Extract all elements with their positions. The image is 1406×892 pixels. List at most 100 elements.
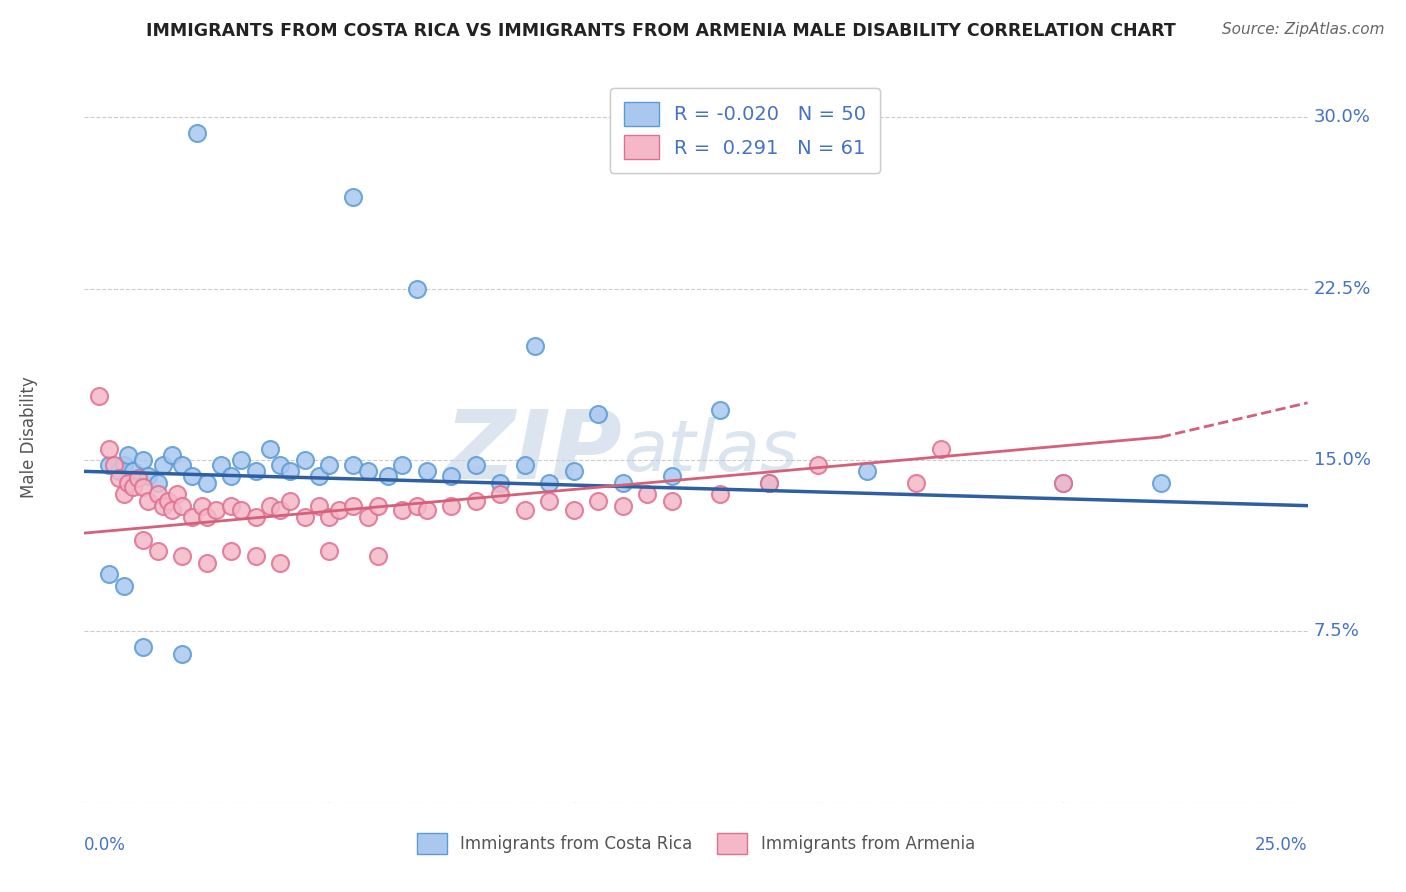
Point xyxy=(758,475,780,490)
Point xyxy=(523,338,546,352)
Point xyxy=(440,469,463,483)
Point xyxy=(586,407,609,421)
Point xyxy=(122,464,145,478)
Point xyxy=(269,458,291,472)
Point xyxy=(112,579,135,593)
Point xyxy=(259,442,281,456)
Point xyxy=(856,464,879,478)
Point xyxy=(278,494,301,508)
Point xyxy=(269,556,291,570)
Text: 22.5%: 22.5% xyxy=(1313,279,1371,298)
Text: 0.0%: 0.0% xyxy=(84,836,127,854)
Point xyxy=(146,475,169,490)
Point xyxy=(132,480,155,494)
Point xyxy=(661,469,683,483)
Text: Male Disability: Male Disability xyxy=(20,376,38,498)
Point xyxy=(513,458,536,472)
Point xyxy=(342,190,364,204)
Point xyxy=(318,544,340,558)
Point xyxy=(259,499,281,513)
Point xyxy=(146,487,169,501)
Point xyxy=(107,471,129,485)
Point xyxy=(209,458,232,472)
Point xyxy=(132,640,155,655)
Point xyxy=(367,499,389,513)
Point xyxy=(357,464,380,478)
Text: 15.0%: 15.0% xyxy=(1313,451,1371,469)
Point xyxy=(367,549,389,563)
Point xyxy=(245,549,267,563)
Point xyxy=(219,544,242,558)
Point xyxy=(172,647,194,661)
Point xyxy=(406,281,429,295)
Point xyxy=(391,503,413,517)
Point xyxy=(391,458,413,472)
Point xyxy=(357,510,380,524)
Text: IMMIGRANTS FROM COSTA RICA VS IMMIGRANTS FROM ARMENIA MALE DISABILITY CORRELATIO: IMMIGRANTS FROM COSTA RICA VS IMMIGRANTS… xyxy=(146,22,1175,40)
Point xyxy=(112,487,135,501)
Point xyxy=(97,442,120,456)
Text: Source: ZipAtlas.com: Source: ZipAtlas.com xyxy=(1222,22,1385,37)
Point xyxy=(172,458,194,472)
Point xyxy=(416,503,439,517)
Point xyxy=(807,458,830,472)
Text: ZIP: ZIP xyxy=(444,405,623,499)
Point xyxy=(318,510,340,524)
Point xyxy=(612,475,634,490)
Point xyxy=(186,126,208,140)
Point xyxy=(294,453,316,467)
Point xyxy=(152,458,174,472)
Point xyxy=(464,494,486,508)
Point xyxy=(229,503,252,517)
Point xyxy=(406,499,429,513)
Point xyxy=(195,510,218,524)
Point xyxy=(489,487,512,501)
Point xyxy=(342,499,364,513)
Text: 7.5%: 7.5% xyxy=(1313,623,1360,640)
Point xyxy=(122,480,145,494)
Point xyxy=(709,487,731,501)
Point xyxy=(245,464,267,478)
Point xyxy=(107,464,129,478)
Point xyxy=(464,458,486,472)
Point xyxy=(758,475,780,490)
Point xyxy=(489,475,512,490)
Point xyxy=(269,503,291,517)
Point xyxy=(586,494,609,508)
Point xyxy=(162,503,184,517)
Point xyxy=(318,458,340,472)
Point xyxy=(612,499,634,513)
Text: 25.0%: 25.0% xyxy=(1256,836,1308,854)
Point xyxy=(1052,475,1074,490)
Point xyxy=(661,494,683,508)
Point xyxy=(328,503,350,517)
Point xyxy=(166,487,188,501)
Point xyxy=(191,499,214,513)
Point xyxy=(929,442,952,456)
Point xyxy=(1052,475,1074,490)
Point xyxy=(709,402,731,417)
Point xyxy=(87,389,110,403)
Point xyxy=(156,494,179,508)
Point xyxy=(538,494,561,508)
Point xyxy=(308,499,330,513)
Point xyxy=(513,503,536,517)
Point xyxy=(377,469,399,483)
Text: atlas: atlas xyxy=(623,417,797,486)
Point xyxy=(538,475,561,490)
Point xyxy=(117,449,139,463)
Text: 30.0%: 30.0% xyxy=(1313,108,1371,126)
Point xyxy=(308,469,330,483)
Point xyxy=(636,487,658,501)
Point xyxy=(278,464,301,478)
Point xyxy=(1150,475,1173,490)
Point xyxy=(162,449,184,463)
Point xyxy=(132,533,155,547)
Point xyxy=(127,471,149,485)
Point xyxy=(97,567,120,582)
Point xyxy=(97,458,120,472)
Point xyxy=(103,458,125,472)
Point xyxy=(229,453,252,467)
Point xyxy=(219,499,242,513)
Point xyxy=(112,458,135,472)
